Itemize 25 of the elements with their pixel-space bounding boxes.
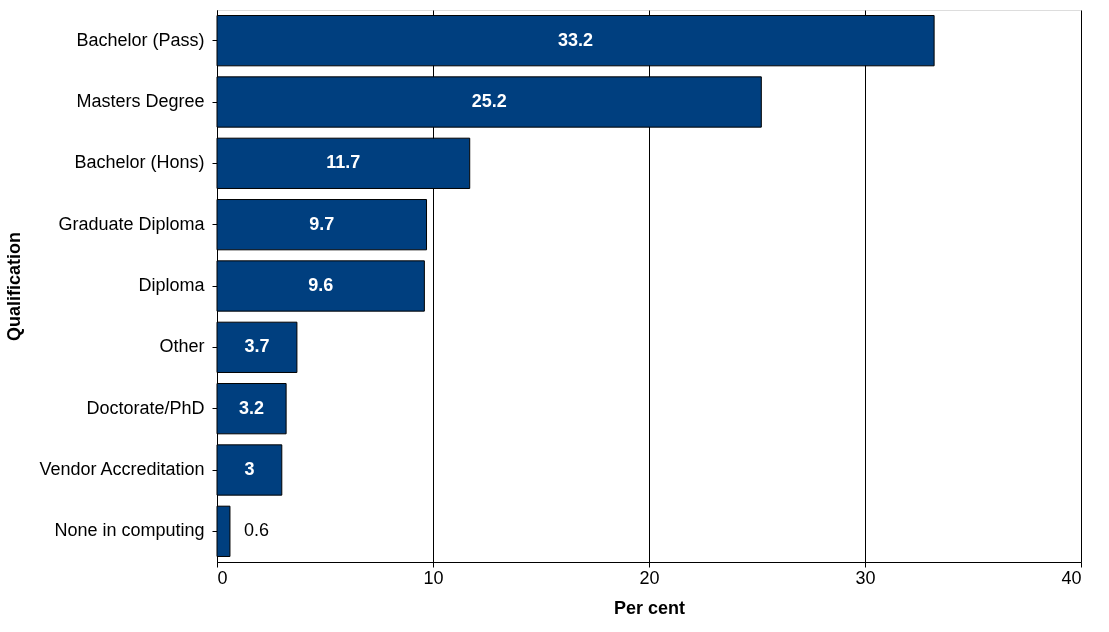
data-label: 9.7 bbox=[309, 213, 335, 234]
y-tick-label: Graduate Diploma bbox=[58, 213, 206, 234]
data-label: 3.2 bbox=[239, 397, 265, 418]
y-tick-label: Vendor Accreditation bbox=[39, 459, 205, 479]
y-tick-label: Masters Degree bbox=[76, 91, 205, 111]
y-tick-label: Bachelor (Pass) bbox=[76, 29, 205, 50]
data-label: 0.6 bbox=[243, 520, 269, 541]
y-tick-label: Other bbox=[159, 336, 205, 357]
y-tick-label: Doctorate/PhD bbox=[86, 397, 205, 418]
x-axis-title: Per cent bbox=[613, 597, 686, 618]
x-tick-label: 10 bbox=[423, 567, 444, 588]
data-label: 9.6 bbox=[308, 275, 334, 295]
y-tick-label: None in computing bbox=[54, 520, 205, 541]
x-tick-label: 20 bbox=[639, 567, 660, 588]
y-axis-title: Qualification bbox=[4, 231, 25, 342]
data-label: 3.7 bbox=[244, 336, 270, 357]
data-label: 11.7 bbox=[326, 152, 361, 173]
x-tick-label: 40 bbox=[1061, 567, 1082, 588]
data-label: 3 bbox=[244, 459, 255, 479]
y-tick-label: Bachelor (Hons) bbox=[74, 152, 205, 173]
y-tick-label: Diploma bbox=[138, 275, 206, 295]
data-label: 33.2 bbox=[558, 29, 594, 50]
x-tick-label: 0 bbox=[217, 567, 228, 588]
data-label: 25.2 bbox=[471, 91, 507, 111]
x-tick-label: 30 bbox=[855, 567, 876, 588]
